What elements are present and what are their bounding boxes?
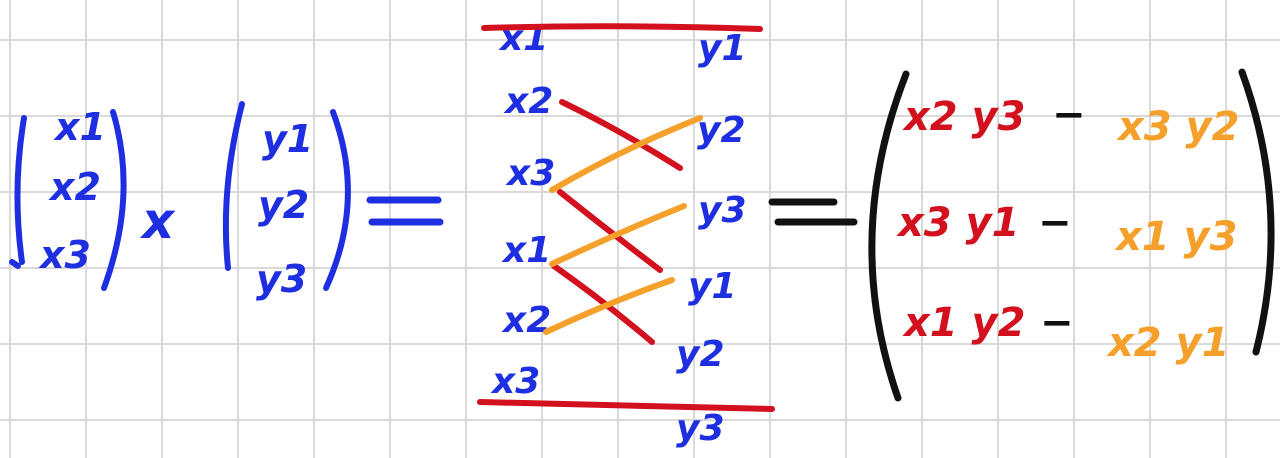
result-row-2-negative-term: x1 y3 xyxy=(1114,214,1237,260)
scheme-right-column: y1 y2 y3 y1 y2 y3 xyxy=(676,28,747,449)
vector-x xyxy=(9,109,127,291)
vector-x-left-bracket xyxy=(14,115,27,265)
strike-line-bottom xyxy=(477,399,775,412)
scheme-right-label: y3 xyxy=(698,190,747,231)
diagonal-line-negative xyxy=(549,203,687,267)
diagonal-line-positive xyxy=(559,99,683,171)
scheme-left-label: x3 xyxy=(490,361,540,402)
result-row-1-positive-term: x2 y3 xyxy=(902,94,1025,140)
scheme-left-label: x2 xyxy=(501,300,551,341)
result-vector xyxy=(868,68,1275,402)
scheme-right-label: y2 xyxy=(697,110,746,151)
scheme-left-label: x2 xyxy=(503,81,553,122)
diagonal-line-negative xyxy=(549,115,703,193)
vector-y-right-bracket xyxy=(323,109,351,291)
vector-x-right-bracket xyxy=(101,109,127,291)
equals-sign-1 xyxy=(366,196,444,226)
result-row-1-negative-term: x3 y2 xyxy=(1116,104,1239,150)
result-left-paren xyxy=(868,70,910,402)
scheme-left-label: x1 xyxy=(501,230,551,271)
scheme-right-label: y2 xyxy=(676,334,725,375)
strike-line-top xyxy=(481,23,763,32)
result-row-3-positive-term: x1 y2 xyxy=(902,300,1025,346)
vector-x-component-1: x1 xyxy=(53,105,106,149)
vector-y-component-2: y2 xyxy=(258,183,309,227)
scheme-right-label: y1 xyxy=(698,28,747,69)
equals-sign-2 xyxy=(768,198,858,226)
vector-y-left-bracket xyxy=(222,101,245,271)
scheme-left-column: x1 x2 x3 x1 x2 x3 xyxy=(490,18,555,402)
vector-y xyxy=(222,101,351,291)
diagonal-line-positive xyxy=(557,189,663,273)
vector-x-component-3: x3 xyxy=(38,233,91,277)
result-row-2-minus: − xyxy=(1038,200,1072,246)
scheme-right-label: y1 xyxy=(688,266,737,307)
result-row-3-minus: − xyxy=(1040,300,1074,346)
scheme-right-label: y3 xyxy=(676,408,725,449)
diagonal-line-positive xyxy=(551,263,655,345)
result-row-3-negative-term: x2 y1 xyxy=(1106,320,1229,366)
scheme-left-label: x3 xyxy=(505,153,555,194)
result-row-1-minus: − xyxy=(1052,92,1086,138)
result-row-2-positive-term: x3 y1 xyxy=(896,200,1019,246)
result-right-paren xyxy=(1238,68,1275,356)
diagonal-line-negative xyxy=(543,277,675,335)
vector-x-component-2: x2 xyxy=(48,165,101,209)
vector-y-component-1: y1 xyxy=(262,117,313,161)
cross-sign: x xyxy=(139,192,176,250)
vector-y-component-3: y3 xyxy=(256,257,307,301)
